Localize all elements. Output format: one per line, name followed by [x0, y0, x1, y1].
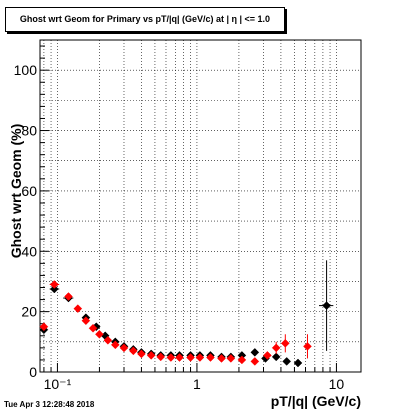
- diamond-marker: [195, 353, 205, 362]
- data-point: [166, 353, 176, 362]
- diamond-marker: [146, 351, 156, 360]
- x-tick-label: 1: [193, 376, 201, 392]
- data-point: [39, 322, 49, 332]
- data-point: [95, 329, 104, 339]
- diamond-marker: [88, 323, 98, 333]
- data-point: [263, 351, 272, 360]
- diamond-marker: [73, 304, 83, 313]
- timestamp: Tue Apr 3 12:28:48 2018: [4, 400, 95, 409]
- y-axis-label: Ghost wrt Geom (%): [8, 124, 24, 259]
- y-tick-label: 40: [21, 243, 37, 259]
- data-point: [137, 349, 146, 359]
- diamond-marker: [280, 338, 290, 348]
- y-tick-label: 0: [29, 364, 37, 380]
- data-point: [81, 316, 91, 326]
- diamond-marker: [156, 352, 166, 362]
- data-point: [195, 353, 205, 362]
- y-tick-label: 60: [21, 183, 37, 199]
- data-point: [250, 357, 260, 366]
- diamond-marker: [322, 301, 331, 310]
- data-point: [64, 292, 73, 301]
- diamond-marker: [217, 354, 226, 363]
- data-point: [73, 304, 83, 313]
- diamond-marker: [206, 353, 215, 362]
- diamond-marker: [175, 353, 184, 362]
- diamond-marker: [119, 343, 129, 353]
- x-tick-label: 10: [329, 376, 345, 392]
- diamond-marker: [271, 352, 281, 362]
- x-tick-label: 10⁻¹: [44, 376, 72, 392]
- diamond-marker: [103, 335, 113, 345]
- data-point: [128, 346, 138, 356]
- diamond-marker: [81, 316, 91, 326]
- y-tick-label: 80: [21, 123, 37, 139]
- diamond-marker: [49, 284, 59, 294]
- data-point: [217, 354, 226, 363]
- diamond-marker: [137, 349, 146, 359]
- diamond-marker: [95, 329, 104, 339]
- diamond-marker: [271, 343, 281, 353]
- plot-area-border: [39, 39, 362, 373]
- y-tick-label: 100: [14, 62, 38, 78]
- data-point: [303, 334, 312, 359]
- data-point: [110, 340, 120, 350]
- diamond-marker: [226, 354, 236, 363]
- diamond-marker: [64, 292, 73, 301]
- diamond-marker: [39, 322, 49, 332]
- plot-frame: [39, 39, 362, 373]
- data-point: [282, 357, 292, 366]
- diamond-marker: [128, 346, 138, 356]
- data-point: [103, 335, 113, 345]
- diamond-marker: [263, 351, 272, 360]
- diamond-marker: [110, 340, 120, 350]
- x-axis-label: pT/|q| (GeV/c): [271, 393, 361, 409]
- diamond-marker: [49, 280, 59, 289]
- data-point: [237, 355, 247, 365]
- data-point: [271, 352, 281, 362]
- data-point: [280, 334, 290, 353]
- data-point: [186, 353, 195, 362]
- data-point: [226, 354, 236, 363]
- data-series: [39, 260, 334, 368]
- grid: [40, 40, 361, 372]
- data-point: [293, 358, 303, 368]
- data-point: [250, 348, 260, 357]
- diamond-marker: [293, 358, 303, 368]
- data-point: [49, 280, 60, 289]
- diamond-marker: [237, 355, 247, 365]
- diamond-marker: [186, 353, 195, 362]
- diamond-marker: [250, 348, 260, 357]
- data-series: [39, 280, 312, 366]
- data-marks: [39, 260, 334, 368]
- chart-title: Ghost wrt Geom for Primary vs pT/|q| (Ge…: [5, 7, 285, 32]
- data-point: [319, 260, 334, 351]
- data-point: [156, 352, 166, 362]
- data-point: [119, 343, 129, 353]
- diamond-marker: [303, 341, 312, 351]
- data-point: [206, 353, 215, 362]
- data-point: [146, 351, 156, 360]
- data-point: [271, 341, 281, 354]
- y-tick-label: 20: [21, 304, 37, 320]
- diamond-marker: [282, 357, 292, 366]
- diamond-marker: [250, 357, 260, 366]
- data-point: [175, 353, 184, 362]
- axis-labels: Ghost wrt Geom (%) pT/|q| (GeV/c): [8, 124, 361, 409]
- diamond-marker: [166, 353, 176, 362]
- data-point: [88, 323, 98, 333]
